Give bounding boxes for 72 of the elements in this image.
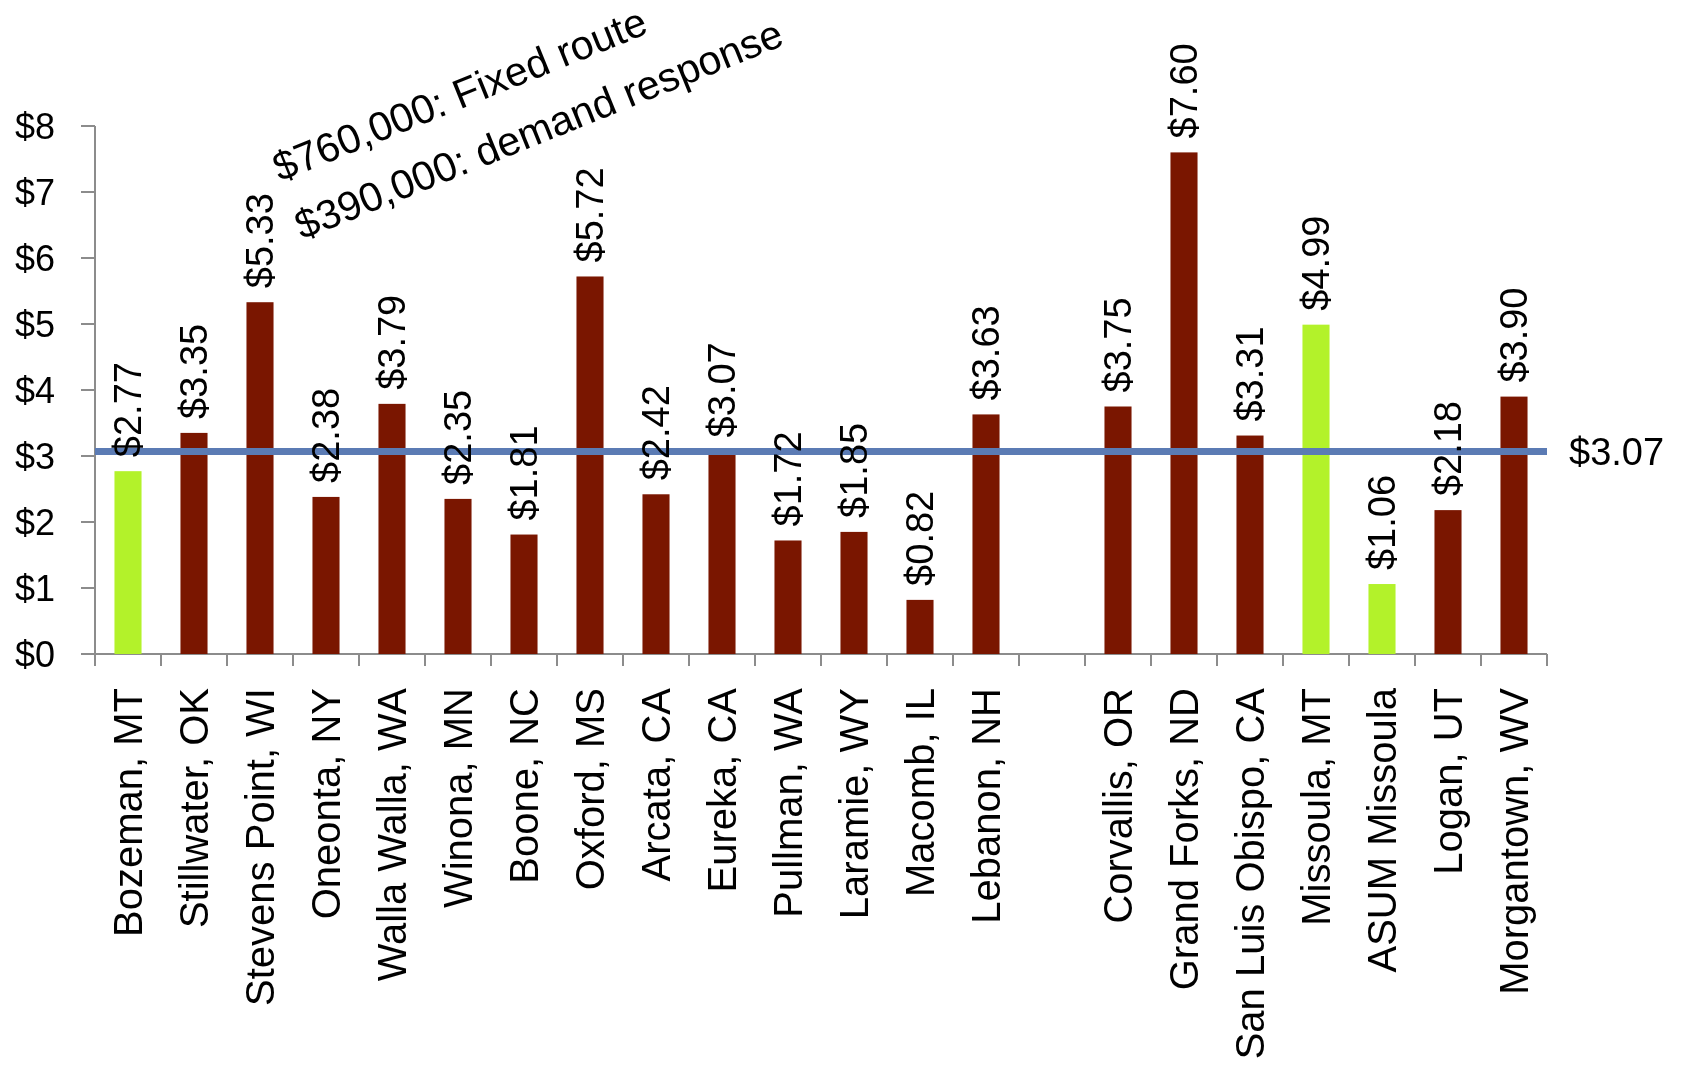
bar bbox=[510, 534, 538, 654]
x-tick-label: Corvallis, OR bbox=[1096, 688, 1140, 924]
bar bbox=[1368, 584, 1396, 654]
x-tick-label: Missoula, MT bbox=[1294, 688, 1338, 926]
data-label: $2.42 bbox=[635, 385, 678, 481]
x-tick-label: Walla Walla, WA bbox=[370, 687, 414, 982]
x-tick-label: Oxford, MS bbox=[568, 688, 612, 891]
bar bbox=[642, 494, 670, 654]
data-label: $0.82 bbox=[899, 490, 942, 586]
bar bbox=[1104, 406, 1132, 654]
x-tick-label: Boone, NC bbox=[502, 688, 546, 884]
x-tick-label: Stevens Point, WI bbox=[238, 688, 282, 1006]
data-label: $4.99 bbox=[1295, 215, 1338, 311]
y-tick-label: $6 bbox=[14, 237, 55, 279]
data-label: $1.85 bbox=[833, 422, 876, 518]
y-tick-label: $8 bbox=[14, 105, 55, 147]
bar bbox=[1434, 510, 1462, 654]
bar bbox=[378, 403, 406, 654]
x-tick-label: Morgantown, WV bbox=[1492, 687, 1536, 995]
bar bbox=[972, 414, 1000, 654]
data-label: $3.35 bbox=[173, 323, 216, 419]
data-label: $3.07 bbox=[701, 342, 744, 438]
x-tick-label: Grand Forks, ND bbox=[1162, 688, 1206, 991]
data-label: $7.60 bbox=[1163, 43, 1206, 139]
x-tick-label: Laramie, WY bbox=[832, 688, 876, 920]
bar bbox=[774, 540, 802, 654]
bar bbox=[246, 302, 274, 654]
data-label: $5.72 bbox=[569, 167, 612, 263]
x-tick-label: Winona, MN bbox=[436, 688, 480, 909]
data-label: $3.90 bbox=[1493, 287, 1536, 383]
ref-line-label: $3.07 bbox=[1569, 430, 1665, 473]
bar bbox=[1236, 435, 1264, 654]
y-tick-label: $5 bbox=[14, 303, 55, 345]
data-label: $1.81 bbox=[503, 425, 546, 521]
data-label: $2.77 bbox=[107, 362, 150, 458]
x-tick-label: Lebanon, NH bbox=[964, 688, 1008, 924]
x-tick-label: Oneonta, NY bbox=[304, 688, 348, 920]
x-tick-label: Macomb, IL bbox=[898, 688, 942, 897]
data-label: $2.18 bbox=[1427, 401, 1470, 497]
x-tick-label: ASUM Missoula bbox=[1360, 687, 1404, 973]
data-label: $2.35 bbox=[437, 389, 480, 485]
bar bbox=[312, 496, 340, 654]
x-tick-label: Logan, UT bbox=[1426, 688, 1470, 875]
bar bbox=[1170, 152, 1198, 654]
x-tick-label: Pullman, WA bbox=[766, 687, 810, 918]
bar bbox=[576, 276, 604, 654]
bar bbox=[906, 599, 934, 654]
bar bbox=[444, 498, 472, 654]
data-label: $1.72 bbox=[767, 431, 810, 527]
data-label: $3.79 bbox=[371, 294, 414, 390]
x-tick-label: Bozeman, MT bbox=[106, 688, 150, 937]
data-label: $2.38 bbox=[305, 387, 348, 483]
bar bbox=[840, 531, 868, 654]
y-tick-label: $3 bbox=[14, 435, 55, 477]
y-tick-label: $1 bbox=[14, 567, 55, 609]
data-label: $5.33 bbox=[239, 193, 282, 289]
x-tick-label: Stillwater, OK bbox=[172, 687, 216, 929]
y-tick-label: $7 bbox=[14, 171, 55, 213]
data-label: $3.31 bbox=[1229, 326, 1272, 422]
data-label: $3.75 bbox=[1097, 297, 1140, 393]
data-label: $1.06 bbox=[1361, 474, 1404, 571]
y-tick-label: $0 bbox=[14, 633, 55, 675]
x-tick-label: Arcata, CA bbox=[634, 687, 678, 882]
x-tick-label: Eureka, CA bbox=[700, 687, 744, 893]
x-tick-label: San Luis Obispo, CA bbox=[1228, 687, 1272, 1060]
bar bbox=[1500, 396, 1528, 654]
bar bbox=[114, 471, 142, 654]
data-label: $3.63 bbox=[965, 305, 1008, 401]
y-tick-label: $2 bbox=[14, 501, 55, 543]
bar bbox=[180, 432, 208, 654]
y-tick-label: $4 bbox=[14, 369, 55, 411]
bar bbox=[1302, 324, 1330, 654]
